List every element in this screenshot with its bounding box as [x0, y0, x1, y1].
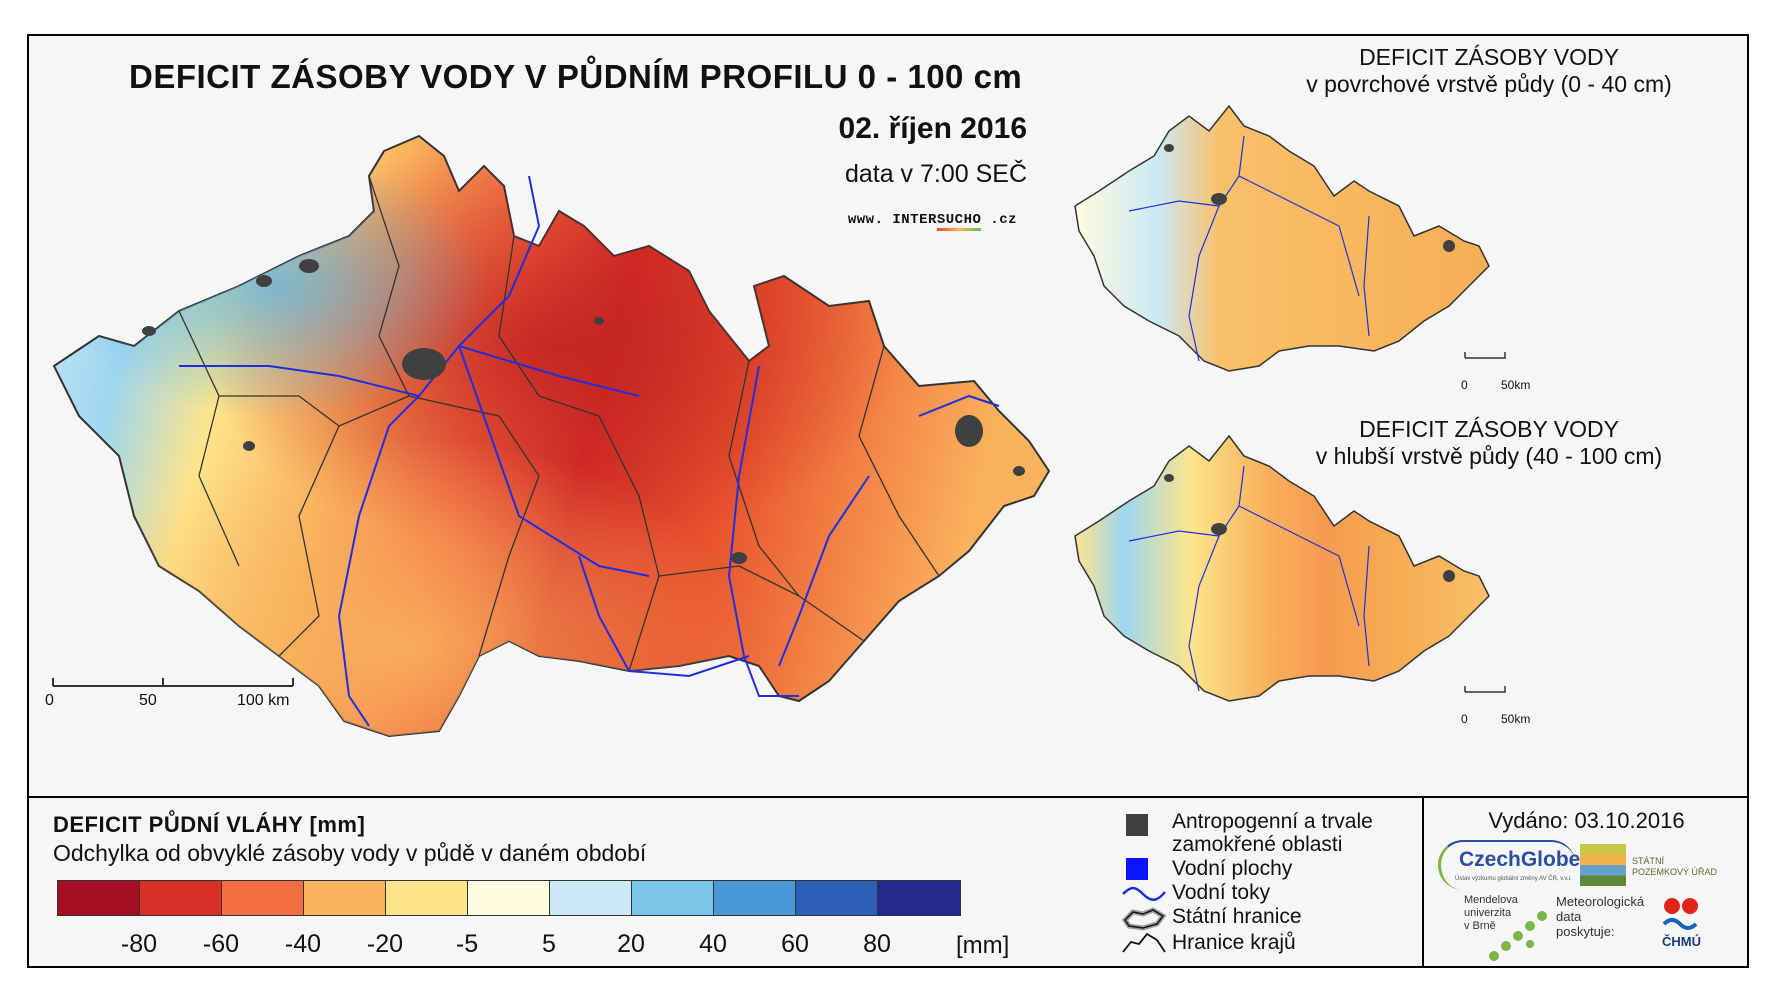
mendel-line1: Mendelova	[1464, 894, 1518, 906]
color-scale-tick-label: 40	[699, 930, 727, 958]
color-scale-cell	[386, 881, 468, 915]
urban-areas	[142, 259, 1025, 564]
color-scale-tick-label: -60	[202, 930, 240, 958]
inset-top-title: DEFICIT ZÁSOBY VODY v povrchové vrstvě p…	[1259, 44, 1719, 98]
meteo-credit-text: Meteorologická data poskytuje:	[1556, 894, 1644, 939]
main-scale-bar	[52, 678, 294, 687]
czechglobe-logo: CzechGlobe Ústav výzkumu globální změny …	[1438, 840, 1580, 890]
color-scale-cell	[714, 881, 796, 915]
mendel-logo-text: Mendelova univerzita v Brně	[1464, 894, 1518, 933]
region-border-label: Hranice krajů	[1172, 931, 1296, 954]
color-scale-cell	[58, 881, 140, 915]
color-scale-cell	[796, 881, 878, 915]
spu-line1: STÁTNÍ	[1632, 856, 1665, 866]
inset-top-scale	[1464, 352, 1506, 359]
legend-panel: DEFICIT PŮDNÍ VLÁHY [mm] Odchylka od obv…	[29, 796, 1747, 968]
czechglobe-name: CzechGlobe	[1459, 848, 1581, 871]
color-scale-cell	[468, 881, 550, 915]
map-title: DEFICIT ZÁSOBY VODY V PŮDNÍM PROFILU 0 -…	[129, 58, 1023, 95]
legend-unit: [mm]	[956, 932, 1010, 959]
inset-top-title-line1: DEFICIT ZÁSOBY VODY	[1359, 44, 1619, 70]
mendel-logo-dots	[1489, 911, 1547, 961]
inset-bottom-title: DEFICIT ZÁSOBY VODY v hlubší vrstvě půdy…	[1259, 416, 1719, 470]
meteo-line2: data	[1556, 909, 1582, 924]
main-scale-50: 50	[139, 692, 157, 709]
region-border-symbol	[1122, 932, 1166, 953]
anthropogenic-label-line1: Antropogenní a trvale	[1172, 810, 1373, 833]
anthropogenic-symbol	[1126, 814, 1148, 836]
website-suffix: .cz	[981, 212, 1017, 228]
inset-bottom-scale	[1464, 686, 1506, 693]
water-body-symbol	[1126, 858, 1148, 880]
color-scale-bar	[57, 880, 961, 916]
anthropogenic-label: Antropogenní a trvale zamokřené oblasti	[1172, 810, 1373, 856]
rivers	[179, 175, 1000, 727]
mendel-line2: univerzita	[1464, 907, 1512, 919]
mendel-line3: v Brně	[1464, 920, 1496, 932]
legend-title: DEFICIT PŮDNÍ VLÁHY [mm]	[53, 812, 366, 837]
main-scale-100: 100 km	[237, 692, 290, 709]
inset-top-map	[1074, 104, 1506, 372]
meteo-line3: poskytuje:	[1556, 924, 1615, 939]
inset-bottom-title-line1: DEFICIT ZÁSOBY VODY	[1359, 416, 1619, 442]
anthropogenic-label-line2: zamokřené oblasti	[1172, 833, 1343, 856]
inset-bottom-title-line2: v hlubší vrstvě půdy (40 - 100 cm)	[1315, 443, 1663, 469]
czechglobe-subtitle: Ústav výzkumu globální změny AV ČR, v.v.…	[1455, 876, 1572, 882]
inset-top-scale-50: 50km	[1501, 378, 1531, 392]
color-scale-cell	[222, 881, 304, 915]
website-prefix: www. INTER	[847, 212, 937, 228]
inset-bottom-scale-50: 50km	[1501, 712, 1531, 726]
chmu-logo-icon	[1662, 898, 1698, 930]
color-scale-tick-label: 60	[781, 930, 809, 958]
color-scale-cell	[878, 881, 960, 915]
inset-top-scale-0: 0	[1461, 378, 1468, 392]
inset-top-title-line2: v povrchové vrstvě půdy (0 - 40 cm)	[1306, 71, 1672, 97]
color-scale-cell	[140, 881, 222, 915]
river-line-symbol	[1122, 886, 1166, 901]
meteo-line1: Meteorologická	[1556, 894, 1645, 909]
inset-bottom-scale-0: 0	[1461, 712, 1468, 726]
chmu-label: ČHMÚ	[1662, 934, 1701, 949]
color-scale-cell	[632, 881, 714, 915]
color-scale-cell	[550, 881, 632, 915]
legend-subtitle: Odchylka od obvyklé zásoby vody v půdě v…	[53, 840, 647, 866]
inset-bottom-map	[1074, 434, 1506, 702]
website-link[interactable]: www. INTERSUCHO .cz	[848, 212, 1017, 228]
main-scale-0: 0	[45, 692, 54, 709]
rivers-label: Vodní toky	[1172, 881, 1271, 904]
color-scale-tick-label: 20	[617, 930, 645, 958]
water-bodies-label: Vodní plochy	[1172, 857, 1293, 880]
state-border-symbol	[1121, 907, 1167, 931]
data-time: data v 7:00 SEČ	[844, 160, 1027, 188]
color-scale-cell	[304, 881, 386, 915]
color-scale-tick-label: -40	[284, 930, 322, 958]
map-frame: DEFICIT ZÁSOBY VODY V PŮDNÍM PROFILU 0 -…	[27, 34, 1749, 968]
spu-line2: POZEMKOVÝ ÚŘAD	[1632, 867, 1718, 877]
color-scale-tick-label: -5	[455, 930, 479, 958]
state-border-label: Státní hranice	[1172, 905, 1302, 928]
spu-logo-icon	[1580, 844, 1626, 886]
map-date: 02. říjen 2016	[838, 112, 1027, 145]
color-scale-tick-label: 5	[542, 930, 556, 958]
issued-date: Vydáno: 03.10.2016	[1488, 808, 1685, 833]
color-scale-tick-label: 80	[863, 930, 891, 958]
region-borders	[178, 175, 940, 672]
color-scale-tick-label: -80	[120, 930, 158, 958]
color-scale-tick-label: -20	[366, 930, 404, 958]
credits-box: Vydáno: 03.10.2016 CzechGlobe Ústav výzk…	[1422, 798, 1749, 966]
main-map	[52, 134, 1051, 738]
spu-logo-text: STÁTNÍ POZEMKOVÝ ÚŘAD	[1632, 856, 1717, 878]
website-highlight: SUCHO	[936, 212, 982, 228]
